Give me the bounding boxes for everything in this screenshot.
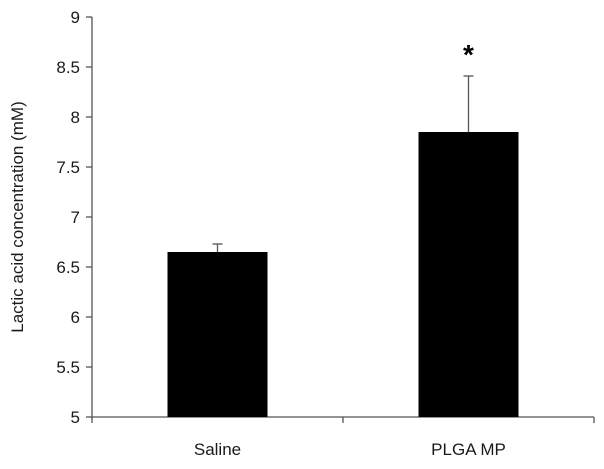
error-bars [212, 75, 474, 252]
y-tick-label: 7.5 [56, 158, 80, 177]
y-tick-label: 5.5 [56, 358, 80, 377]
x-category-labels: Saline PLGA MP [194, 440, 506, 459]
annotations: * [463, 39, 474, 70]
y-tick-label: 8.5 [56, 58, 80, 77]
bars [167, 132, 519, 417]
y-tick-labels: 5 5.5 6 6.5 7 7.5 8 8.5 9 [56, 8, 80, 427]
y-tick-label: 8 [71, 108, 80, 127]
y-tick-label: 7 [71, 208, 80, 227]
x-category-label: Saline [194, 440, 241, 459]
significance-asterisk: * [463, 39, 474, 70]
y-tick-label: 6.5 [56, 258, 80, 277]
y-axis-title: Lactic acid concentration (mM) [8, 101, 27, 332]
y-tick-label: 9 [71, 8, 80, 27]
y-tick-label: 5 [71, 408, 80, 427]
y-tick-label: 6 [71, 308, 80, 327]
bar-saline [167, 252, 268, 417]
x-category-label: PLGA MP [431, 440, 506, 459]
bar-plga-mp [418, 132, 519, 417]
